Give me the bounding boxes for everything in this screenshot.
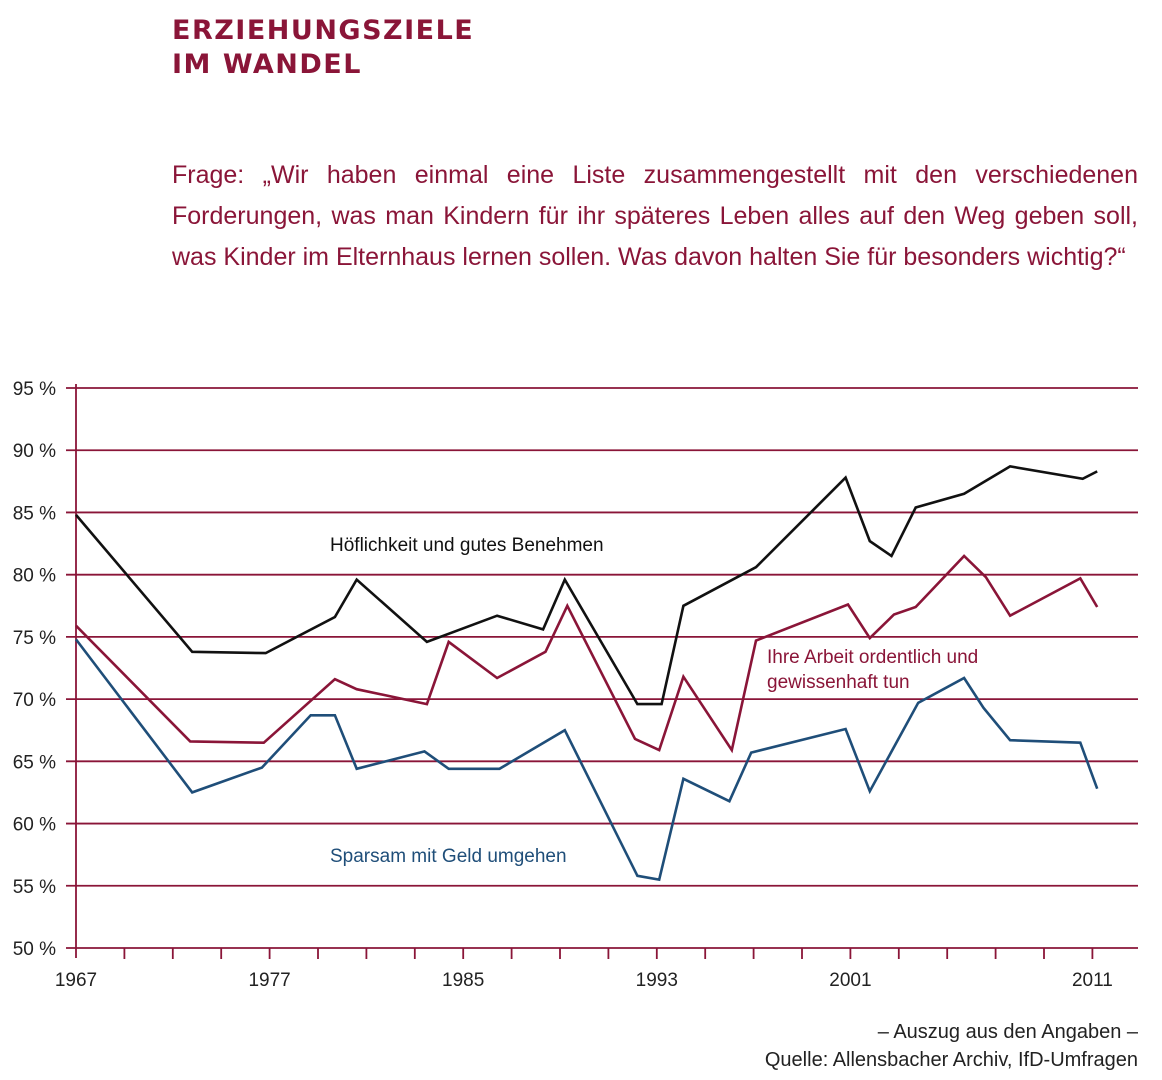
x-tick-label: 1993	[636, 970, 678, 991]
label-arbeit-line2: gewissenhaft tun	[767, 672, 910, 693]
series-labels: Höflichkeit und gutes Benehmen Ihre Arbe…	[330, 535, 978, 867]
y-tick-label: 65 %	[13, 752, 56, 773]
footer-note: – Auszug aus den Angaben –	[877, 1021, 1138, 1043]
x-axis: 1967 1977 1985 1993 2001 2011	[55, 948, 1113, 991]
series-lines	[74, 465, 1099, 882]
series-line-0	[75, 465, 1098, 706]
y-tick-label: 50 %	[13, 939, 56, 960]
survey-question: Frage: „Wir haben einmal eine Liste zusa…	[172, 161, 1138, 271]
y-tick-label: 75 %	[13, 628, 56, 649]
series-line-1	[75, 554, 1099, 754]
footer-source: Quelle: Allensbacher Archiv, IfD-Umfrage…	[764, 1049, 1138, 1071]
chart-title: ERZIEHUNGSZIELE IM WANDEL	[172, 14, 474, 82]
y-tick-label: 60 %	[13, 815, 56, 836]
chart-footer: – Auszug aus den Angaben – Quelle: Allen…	[765, 1018, 1138, 1074]
y-tick-label: 90 %	[13, 441, 56, 462]
label-arbeit-line1: Ihre Arbeit ordentlich und	[767, 647, 978, 668]
series-line-2	[74, 638, 1099, 882]
y-tick-label: 55 %	[13, 877, 56, 898]
y-tick-label: 95 %	[13, 379, 56, 400]
title-line-1: ERZIEHUNGSZIELE	[172, 15, 475, 46]
x-tick-label: 1967	[55, 970, 97, 991]
y-tick-label: 70 %	[13, 690, 56, 711]
title-line-2: IM WANDEL	[172, 49, 362, 80]
y-tick-label: 85 %	[13, 503, 56, 524]
line-chart: 50 % 55 % 60 % 65 % 70 % 75 % 80 % 85 % 90 % 95 %…	[13, 379, 1138, 991]
label-hoeflichkeit: Höflichkeit und gutes Benehmen	[330, 535, 604, 556]
label-sparsam: Sparsam mit Geld umgehen	[330, 846, 567, 867]
y-axis: 50 % 55 % 60 % 65 % 70 % 75 % 80 % 85 % 90 % 95 %	[13, 379, 77, 960]
x-tick-label: 2011	[1072, 970, 1113, 991]
x-tick-label: 1977	[248, 970, 290, 991]
y-tick-label: 80 %	[13, 566, 56, 587]
x-tick-label: 1985	[442, 970, 484, 991]
gridlines	[66, 387, 1138, 949]
x-tick-label: 2001	[829, 970, 871, 991]
